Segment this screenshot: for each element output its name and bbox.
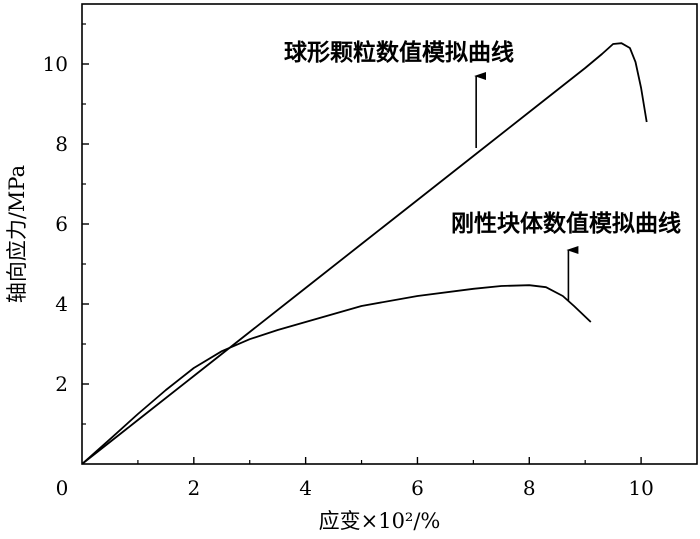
x-tick-label: 6 [411, 476, 424, 500]
y-tick-label: 8 [55, 132, 68, 156]
x-tick-label: 8 [523, 476, 536, 500]
x-tick-label: 4 [299, 476, 312, 500]
y-tick-label: 10 [43, 52, 68, 76]
y-tick-label: 2 [55, 372, 68, 396]
x-tick-label: 2 [187, 476, 200, 500]
y-tick-label: 4 [55, 292, 68, 316]
annotation-label-2: 刚性块体数值模拟曲线 [451, 210, 681, 237]
annotation-label-1: 球形颗粒数值模拟曲线 [284, 39, 514, 66]
x-tick-label: 0 [56, 476, 69, 500]
x-axis-label: 应变×10²/% [319, 509, 441, 533]
y-axis-label: 轴向应力/MPa [5, 165, 29, 303]
x-tick-label: 10 [628, 476, 653, 500]
plot-frame [81, 3, 698, 465]
series-line-1 [81, 42, 648, 465]
series-line-2 [81, 284, 592, 465]
y-tick-label: 6 [55, 212, 68, 236]
